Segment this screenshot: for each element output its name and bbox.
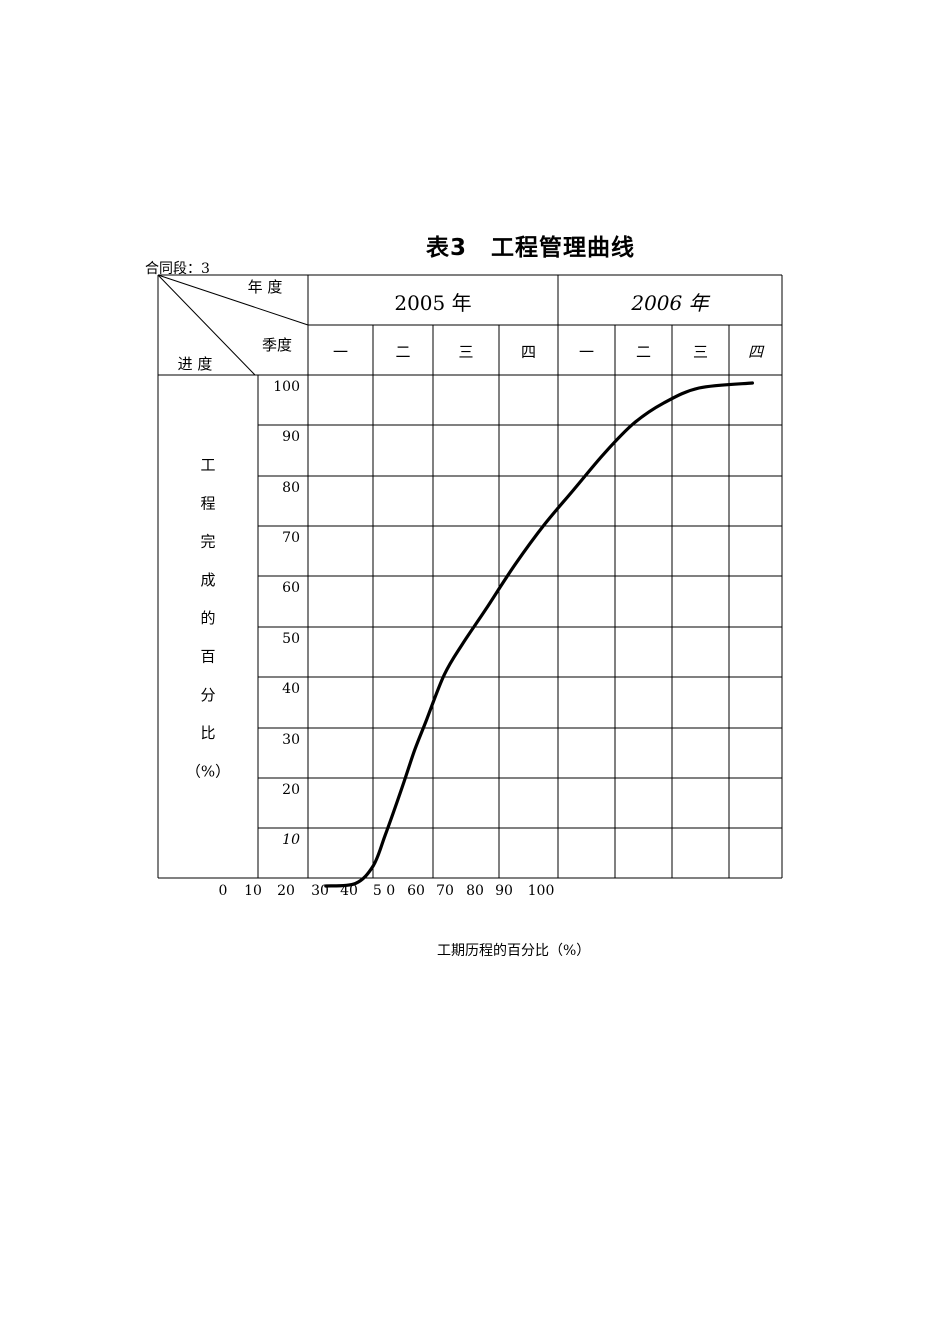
quarter-label: 三	[693, 343, 708, 361]
quarter-label: 一	[333, 343, 348, 361]
y-axis-title-char: 比	[200, 724, 215, 742]
x-tick-label: 60	[407, 883, 425, 899]
x-tick-label: 20	[277, 883, 295, 899]
y-axis-title-char: 百	[200, 648, 215, 666]
x-tick-label: 30	[311, 883, 329, 899]
corner-diagonal-1	[157, 274, 309, 326]
x-tick-label: 70	[436, 883, 454, 899]
corner-quarter-label: 季度	[262, 336, 292, 354]
page-title: 表3 工程管理曲线	[426, 235, 636, 261]
y-tick-label: 20	[282, 782, 300, 798]
quarter-label: 二	[636, 343, 651, 361]
x-tick-label: 80	[466, 883, 484, 899]
year-header: 2006 年	[630, 291, 710, 315]
chart-text: 年 度季度进 度2005 年 2006 年一二三四一二三四100908070605…	[178, 278, 765, 899]
quarter-label: 四	[521, 343, 536, 361]
x-tick-label: 10	[244, 883, 262, 899]
year-header: 2005 年	[394, 291, 471, 315]
x-tick-label: 100	[528, 883, 555, 899]
y-tick-label: 50	[282, 631, 300, 647]
quarter-label: 二	[395, 343, 410, 361]
y-axis-title-char: 程	[200, 494, 215, 512]
y-axis-title-char: 工	[200, 456, 215, 474]
quarter-label: 三	[458, 343, 473, 361]
corner-progress-label: 进 度	[178, 355, 213, 373]
x-axis-label: 工期历程的百分比（%）	[437, 943, 591, 959]
y-tick-label: 30	[282, 732, 300, 748]
y-tick-label: 40	[282, 681, 300, 697]
y-axis-title-char: 分	[200, 686, 215, 704]
y-tick-label: 80	[282, 480, 300, 496]
quarter-label: 一	[579, 343, 594, 361]
y-tick-label: 10	[282, 832, 300, 848]
y-axis-title-char: 的	[200, 609, 215, 627]
progress-curve	[324, 381, 754, 888]
quarter-label: 四	[748, 343, 765, 361]
y-tick-label: 90	[282, 429, 300, 445]
x-tick-label: 5 0	[373, 883, 395, 899]
y-axis-title-char: 成	[200, 571, 215, 589]
y-axis-title-char: （%）	[186, 762, 230, 780]
x-tick-label: 0	[219, 883, 228, 899]
x-tick-label: 90	[495, 883, 513, 899]
contract-label: 合同段：3	[145, 261, 210, 277]
corner-year-label: 年 度	[248, 278, 283, 296]
y-tick-label: 70	[282, 530, 300, 546]
y-axis-title-char: 完	[200, 533, 215, 551]
y-tick-label: 60	[282, 580, 300, 596]
grid-lines	[157, 274, 783, 879]
corner-diagonal-2	[157, 274, 256, 376]
y-tick-label: 100	[273, 379, 300, 395]
